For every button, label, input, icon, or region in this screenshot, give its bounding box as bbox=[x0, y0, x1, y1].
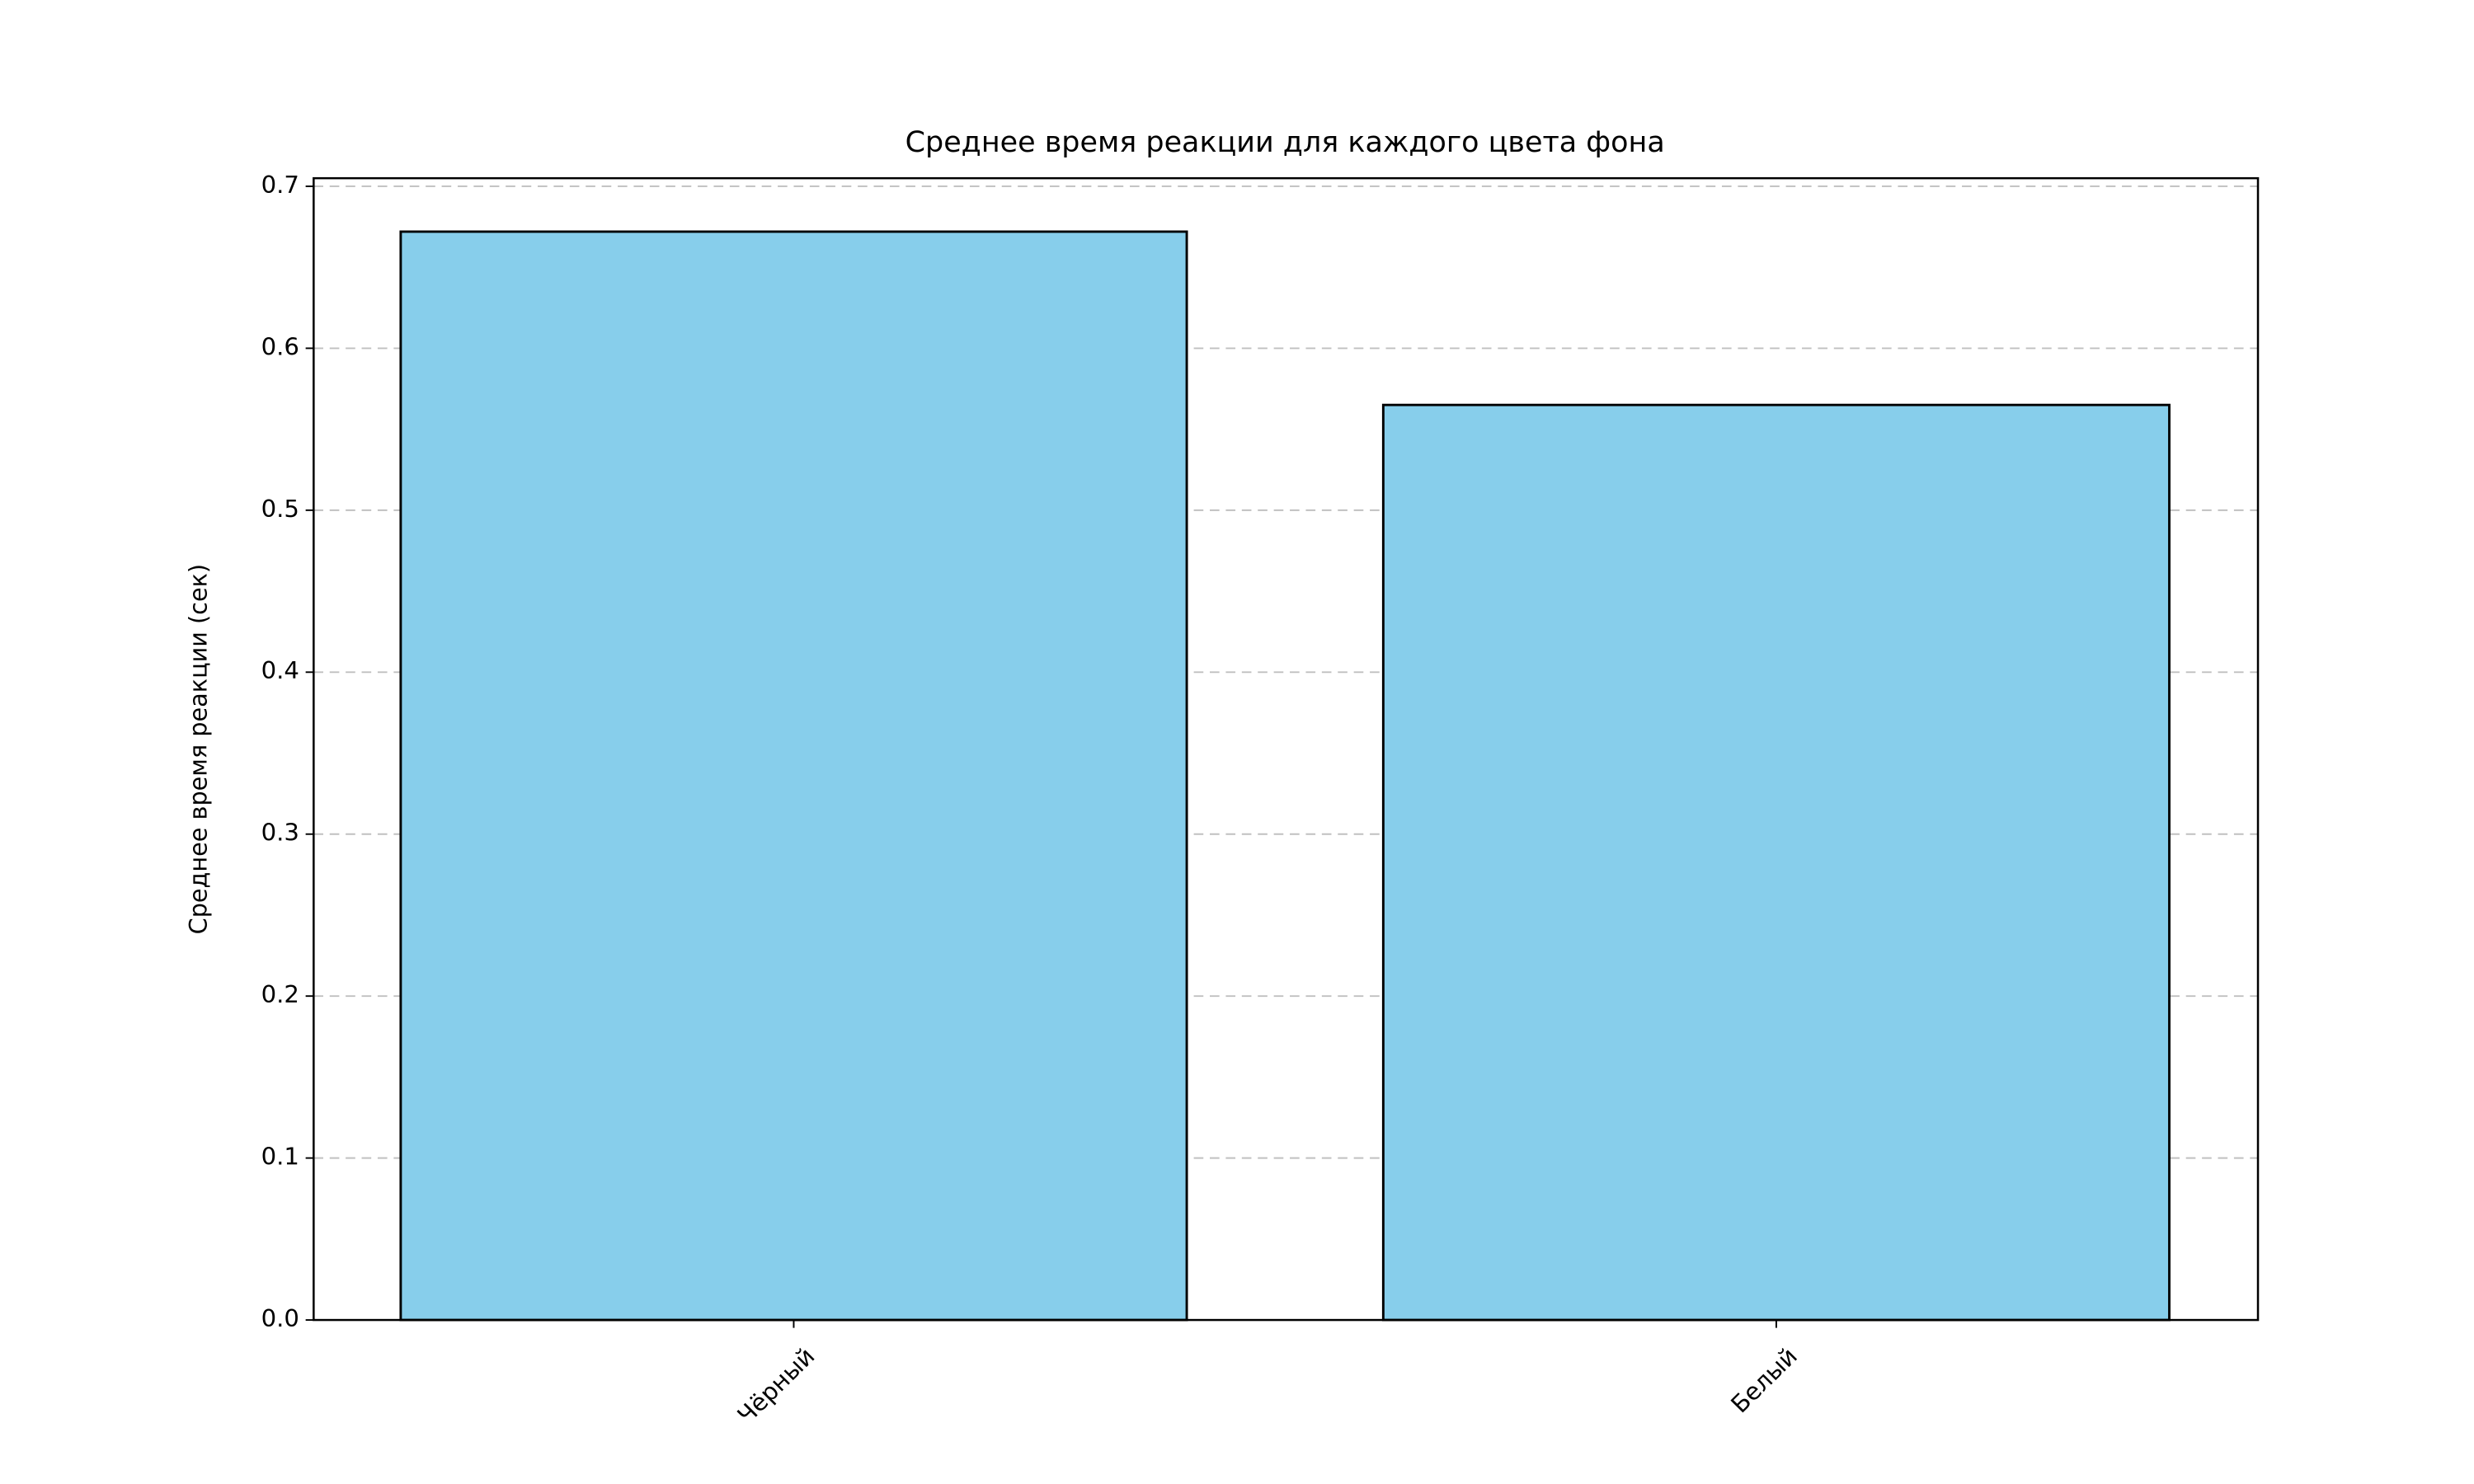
bar bbox=[399, 230, 1188, 1322]
bars bbox=[399, 230, 2171, 1322]
y-axis-label: Среднее время реакции (сек) bbox=[184, 564, 212, 934]
y-tick-label: 0.7 bbox=[261, 171, 299, 199]
y-tick-label: 0.2 bbox=[261, 980, 299, 1008]
y-tick-label: 0.3 bbox=[261, 819, 299, 847]
plot-frame bbox=[313, 176, 2260, 1322]
chart-title: Среднее время реакции для каждого цвета … bbox=[905, 126, 1665, 159]
y-tick-label: 0.0 bbox=[261, 1304, 299, 1332]
bar bbox=[1381, 403, 2171, 1322]
y-tick-label: 0.6 bbox=[261, 333, 299, 361]
y-tick-label: 0.5 bbox=[261, 495, 299, 523]
y-tick-label: 0.1 bbox=[261, 1143, 299, 1171]
y-tick-label: 0.4 bbox=[261, 656, 299, 684]
